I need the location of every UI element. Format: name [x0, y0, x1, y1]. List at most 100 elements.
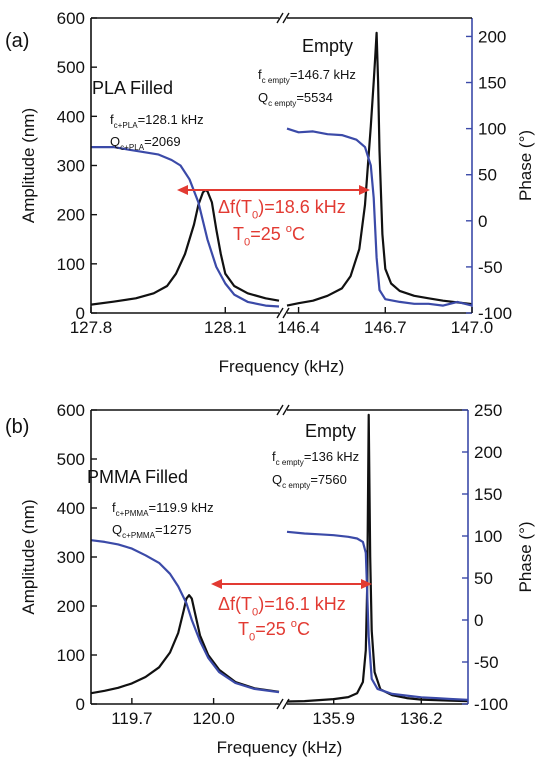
empty-resonance-label-part: f	[258, 67, 262, 82]
plot-area	[91, 31, 472, 308]
phase-line-filled	[91, 146, 280, 308]
empty-q-label-part: c empty	[268, 99, 296, 108]
delta-arrow-head-right	[359, 185, 370, 195]
y2-tick-label: 150	[474, 485, 502, 504]
frequency-shift-label: Δf(T0)=16.1 kHz	[218, 594, 346, 618]
axis-break-mark	[276, 12, 284, 24]
x-tick-label: 128.1	[204, 318, 247, 337]
y-tick-label: 200	[57, 206, 85, 225]
y-tick-label: 400	[57, 499, 85, 518]
y-tick-label: 300	[57, 548, 85, 567]
empty-resonance-label-part: c empty	[262, 76, 290, 85]
empty-q-label: Qc empty=7560	[272, 472, 347, 490]
x-tick-label: 120.0	[192, 709, 235, 728]
temperature-label-part: T	[238, 619, 249, 639]
phase-line-empty	[286, 530, 468, 701]
axis-break-mark	[276, 307, 284, 319]
filled-q-label-part: c+PLA	[120, 143, 145, 152]
y-tick-label: 600	[57, 401, 85, 420]
delta-arrow-head-left	[177, 185, 188, 195]
frequency-shift-label-part: )=16.1 kHz	[258, 594, 346, 614]
y-tick-label: 100	[57, 646, 85, 665]
x-tick-label: 127.8	[70, 318, 113, 337]
y-tick-label: 100	[57, 255, 85, 274]
y2-tick-label: 50	[474, 569, 493, 588]
frequency-shift-label: Δf(T0)=18.6 kHz	[218, 197, 346, 221]
y-axis-label: Amplitude (nm)	[19, 108, 38, 223]
y-tick-label: 400	[57, 107, 85, 126]
y2-tick-label: 200	[478, 27, 506, 46]
filled-q-label-part: =1275	[155, 522, 192, 537]
y2-tick-label: -50	[474, 653, 499, 672]
panel-label: (b)	[5, 416, 29, 438]
empty-q-label-part: =7560	[310, 472, 347, 487]
filled-title: PLA Filled	[92, 78, 173, 98]
x-axis-label: Frequency (kHz)	[217, 738, 343, 757]
filled-resonance-label-part: =119.9 kHz	[149, 500, 214, 515]
filled-resonance-label-part: c+PMMA	[116, 509, 149, 518]
frequency-shift-label-part: Δf(T	[218, 594, 252, 614]
empty-q-label: Qc empty=5534	[258, 90, 333, 108]
axis-break-mark	[282, 698, 290, 710]
frequency-shift-label-part: Δf(T	[218, 197, 252, 217]
temperature-label-part: 0	[249, 631, 255, 643]
y2-tick-label: 150	[478, 74, 506, 93]
filled-resonance-label-part: f	[112, 500, 116, 515]
y2-tick-label: 100	[474, 527, 502, 546]
empty-resonance-label-part: c empty	[276, 458, 304, 467]
y-tick-label: 0	[76, 304, 85, 323]
panel-a: 0 100 200 300 400 500 600 -100 -50 0 50 100 150 200 12…	[5, 9, 535, 376]
panel-b: 0 100 200 300 400 500 600 -100 -50 0 50 100 150 200 25…	[5, 401, 535, 757]
y2-tick-label: 0	[474, 611, 483, 630]
axis-break-mark	[282, 307, 290, 319]
filled-q-label: Qc+PMMA=1275	[112, 522, 192, 540]
empty-resonance-label: fc empty=146.7 kHz	[258, 67, 356, 85]
filled-resonance-label-part: c+PLA	[114, 121, 139, 130]
y2-tick-label: -100	[478, 304, 512, 323]
delta-arrow-head-left	[211, 579, 222, 589]
axis-break-mark	[276, 404, 284, 416]
filled-q-label-part: Q	[110, 134, 120, 149]
phase-line-filled	[91, 539, 280, 694]
temperature-label-part: T	[233, 224, 244, 244]
empty-resonance-label-part: f	[272, 449, 276, 464]
y2-axis-label: Phase (°)	[516, 521, 535, 592]
x-tick-label: 146.4	[277, 318, 320, 337]
y2-tick-label: -100	[474, 695, 508, 714]
y2-tick-label: 250	[474, 401, 502, 420]
temperature-label-part: C	[292, 224, 305, 244]
frequency-shift-label-part: )=18.6 kHz	[258, 197, 346, 217]
y2-axis-label: Phase (°)	[516, 130, 535, 201]
empty-title: Empty	[305, 421, 356, 441]
filled-resonance-label: fc+PMMA=119.9 kHz	[112, 500, 214, 518]
y-tick-label: 0	[76, 695, 85, 714]
temperature-label-part: =25	[255, 619, 291, 639]
x-tick-label: 135.9	[312, 709, 355, 728]
y-tick-label: 500	[57, 450, 85, 469]
temperature-label-part: 0	[244, 236, 250, 248]
filled-resonance-label: fc+PLA=128.1 kHz	[110, 112, 204, 130]
filled-q-label-part: c+PMMA	[122, 531, 155, 540]
x-tick-label: 146.7	[364, 318, 407, 337]
frequency-shift-label-part: 0	[252, 209, 258, 221]
filled-resonance-label-part: =128.1 kHz	[138, 112, 204, 127]
empty-q-label-part: =5534	[296, 90, 333, 105]
amplitude-line-filled	[91, 189, 280, 306]
amplitude-line-filled	[91, 594, 280, 695]
temperature-label-part: o	[286, 223, 292, 235]
y2-tick-label: 200	[474, 443, 502, 462]
y-tick-label: 500	[57, 58, 85, 77]
temperature-label-part: C	[297, 619, 310, 639]
x-tick-label: 119.7	[111, 709, 152, 728]
filled-resonance-label-part: f	[110, 112, 114, 127]
empty-q-label-part: c empty	[282, 481, 310, 490]
x-axis-label: Frequency (kHz)	[219, 357, 345, 376]
y-tick-label: 600	[57, 9, 85, 28]
filled-q-label-part: =2069	[144, 134, 181, 149]
y2-tick-label: 0	[478, 212, 487, 231]
filled-q-label: Qc+PLA=2069	[110, 134, 181, 152]
empty-title: Empty	[302, 36, 353, 56]
y-tick-label: 300	[57, 157, 85, 176]
axis-break-mark	[282, 12, 290, 24]
